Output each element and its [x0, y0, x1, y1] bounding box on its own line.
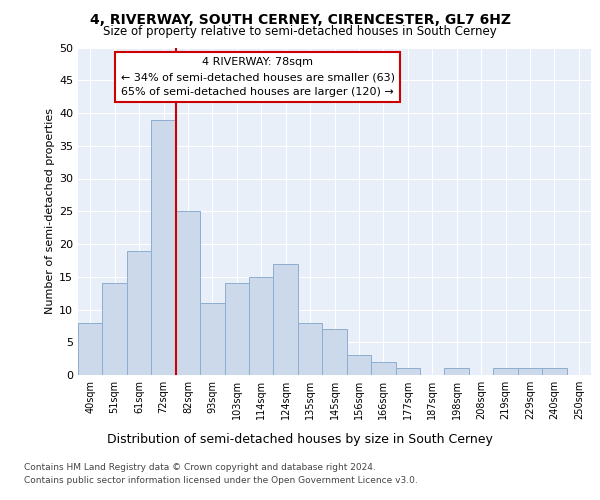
Bar	[274, 264, 298, 375]
Bar	[298, 322, 322, 375]
Bar	[78, 322, 103, 375]
Bar	[151, 120, 176, 375]
Bar	[395, 368, 420, 375]
Bar	[322, 329, 347, 375]
Bar	[127, 250, 151, 375]
Text: Distribution of semi-detached houses by size in South Cerney: Distribution of semi-detached houses by …	[107, 432, 493, 446]
Bar	[518, 368, 542, 375]
Text: Contains public sector information licensed under the Open Government Licence v3: Contains public sector information licen…	[24, 476, 418, 485]
Bar	[249, 277, 274, 375]
Bar	[493, 368, 518, 375]
Bar	[224, 284, 249, 375]
Text: Size of property relative to semi-detached houses in South Cerney: Size of property relative to semi-detach…	[103, 25, 497, 38]
Bar	[200, 303, 224, 375]
Y-axis label: Number of semi-detached properties: Number of semi-detached properties	[45, 108, 55, 314]
Text: Contains HM Land Registry data © Crown copyright and database right 2024.: Contains HM Land Registry data © Crown c…	[24, 464, 376, 472]
Bar	[176, 211, 200, 375]
Text: 4 RIVERWAY: 78sqm
← 34% of semi-detached houses are smaller (63)
65% of semi-det: 4 RIVERWAY: 78sqm ← 34% of semi-detached…	[121, 58, 395, 97]
Bar	[347, 356, 371, 375]
Bar	[371, 362, 395, 375]
Bar	[103, 284, 127, 375]
Bar	[445, 368, 469, 375]
Text: 4, RIVERWAY, SOUTH CERNEY, CIRENCESTER, GL7 6HZ: 4, RIVERWAY, SOUTH CERNEY, CIRENCESTER, …	[89, 12, 511, 26]
Bar	[542, 368, 566, 375]
